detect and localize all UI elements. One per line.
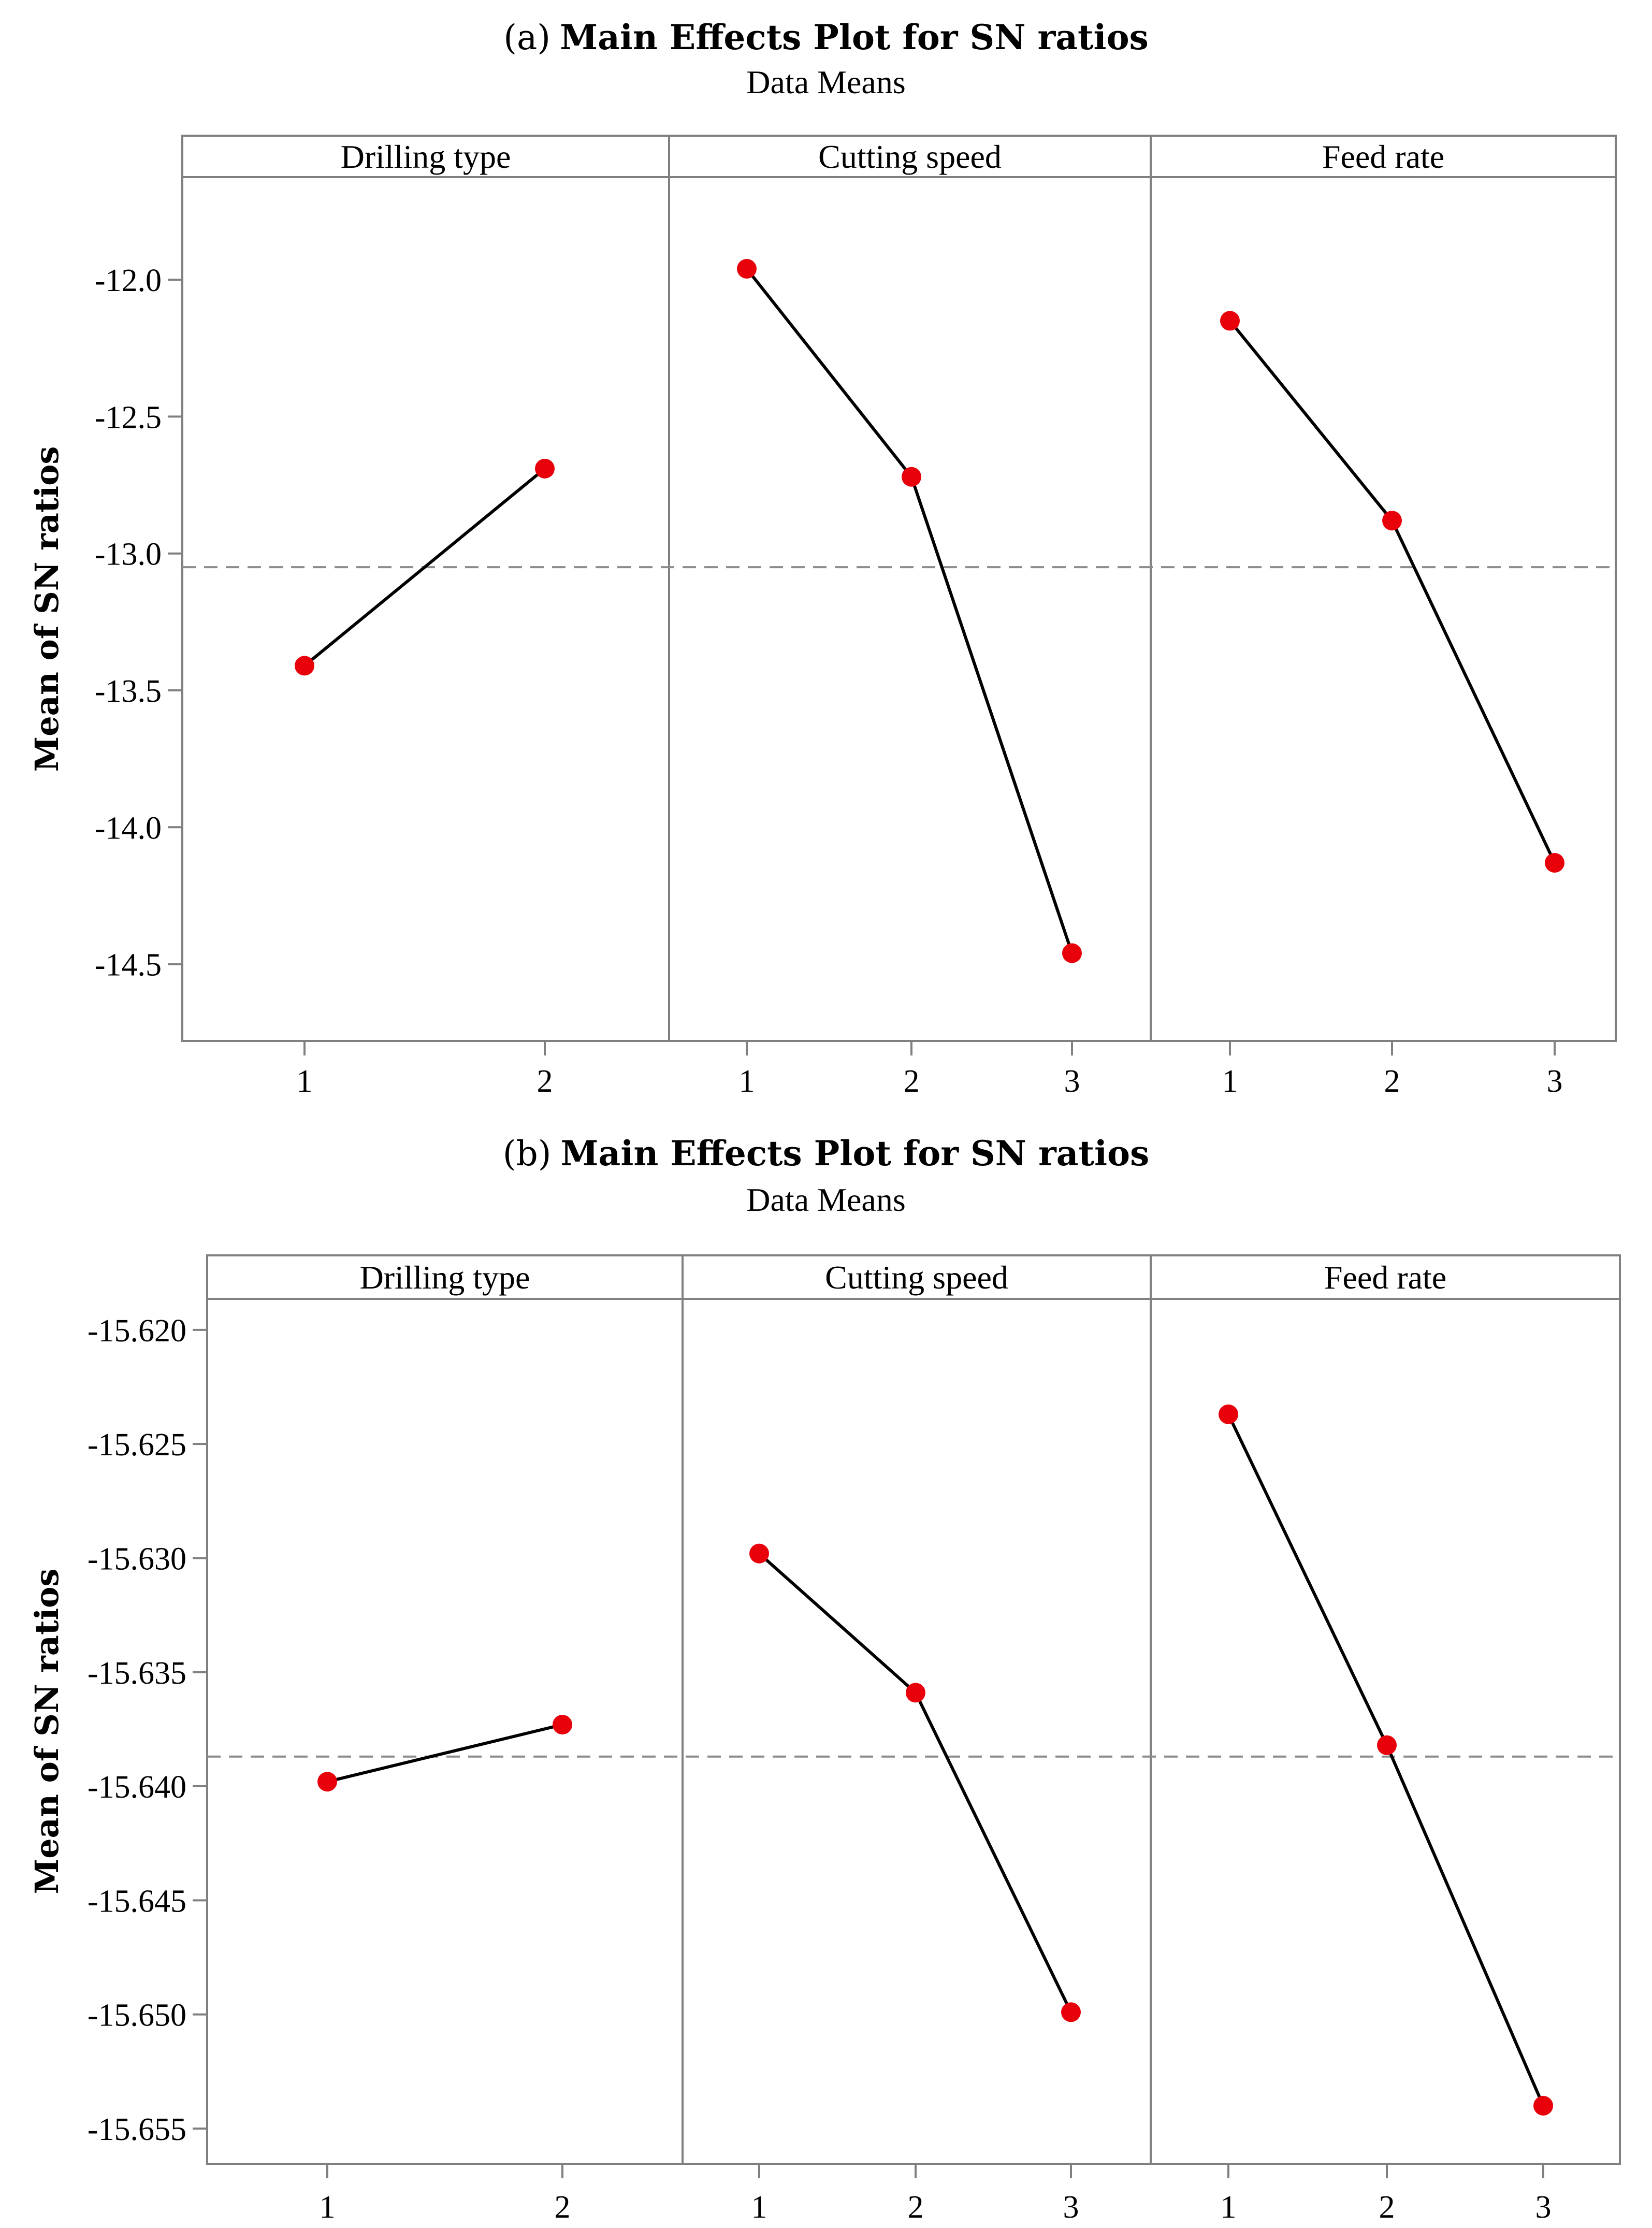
x-tick-label: 3 [1063,2190,1079,2225]
y-tick-label: -15.650 [88,1998,186,2033]
y-axis-label: Mean of SN ratios [28,1569,66,1894]
y-tick-label: -15.630 [88,1541,186,1576]
data-point [1377,1735,1397,1755]
chart-title: (b) Main Effects Plot for SN ratios [503,1133,1149,1174]
x-tick-label: 3 [1547,1064,1563,1099]
data-point [1533,2095,1553,2116]
y-tick-label: -15.625 [88,1427,186,1463]
y-tick-label: -12.0 [95,263,162,298]
chart-title-text: Main Effects Plot for SN ratios [560,17,1149,57]
x-tick-label: 1 [751,2190,767,2225]
y-tick-label: -15.645 [88,1884,186,1919]
data-point [1061,2002,1081,2022]
chart-title: (a) Main Effects Plot for SN ratios [503,17,1149,57]
data-point [737,259,757,279]
y-tick-label: -15.655 [88,2112,186,2147]
chart-title-text: Main Effects Plot for SN ratios [561,1133,1150,1174]
panel-cutting-speed: Cutting speed 1 2 3 [749,1259,1081,2225]
series-line [758,1552,1073,2013]
panel-label: Cutting speed [825,1259,1008,1296]
x-tick-label: 1 [320,2190,336,2225]
chart-subtitle: Data Means [746,64,905,100]
panel-cutting-speed: Cutting speed 1 2 3 [737,138,1082,1099]
y-tick-label: -15.635 [88,1656,186,1691]
y-axis-label: Mean of SN ratios [28,446,66,772]
series-line [1228,320,1556,864]
x-tick-label: 2 [1384,1064,1400,1099]
data-point [1219,1404,1238,1424]
panel-drilling-type: Drilling type 1 2 [295,138,555,1099]
x-tick-label: 1 [739,1064,755,1099]
data-point [317,1772,337,1792]
data-point [553,1715,572,1735]
chart-title-tag: (b) [503,1134,552,1174]
data-point [906,1683,925,1703]
series-line [745,268,1074,954]
panel-feed-rate: Feed rate 1 2 3 [1219,1259,1553,2225]
data-point [902,467,921,487]
chart-0: (a) Main Effects Plot for SN ratios Data M… [28,17,1617,1099]
data-point [1062,943,1082,963]
chart-title-tag: (a) [503,18,550,57]
panel-label: Drilling type [360,1259,530,1296]
x-tick-label: 2 [537,1064,553,1099]
x-tick-label: 1 [297,1064,313,1099]
plot-frame [206,1254,1621,2165]
panel-label: Feed rate [1322,138,1444,175]
series-line [303,467,546,667]
panel-feed-rate: Feed rate 1 2 3 [1220,138,1564,1099]
panel-label: Feed rate [1324,1259,1446,1296]
panel-label: Drilling type [341,138,511,175]
y-tick-label: -13.5 [95,674,162,709]
data-point [1545,853,1564,873]
x-tick-label: 3 [1535,2190,1552,2225]
plot-frame [181,135,1617,1042]
data-point [295,656,314,676]
y-tick-label: -15.640 [88,1770,186,1805]
y-tick-label: -14.5 [95,948,162,983]
x-tick-label: 1 [1222,1064,1238,1099]
data-point [535,458,555,479]
x-tick-label: 2 [555,2190,571,2225]
chart-subtitle: Data Means [746,1181,905,1218]
x-tick-label: 2 [904,1064,920,1099]
chart-1: (b) Main Effects Plot for SN ratios Data M… [28,1133,1621,2225]
x-tick-label: 2 [908,2190,924,2225]
x-tick-label: 1 [1221,2190,1237,2225]
panel-label: Cutting speed [818,138,1002,175]
series-line [1227,1413,1545,2107]
y-tick-label: -15.620 [88,1313,186,1349]
x-tick-label: 2 [1379,2190,1395,2225]
x-tick-label: 3 [1064,1064,1080,1099]
data-point [1382,511,1402,531]
data-point [1220,311,1240,331]
y-tick-label: -13.0 [95,537,162,572]
data-point [749,1543,769,1564]
panel-drilling-type: Drilling type 1 2 [317,1259,572,2225]
series-line [327,1723,563,1784]
y-tick-label: -14.0 [95,811,162,846]
y-tick-label: -12.5 [95,400,162,435]
